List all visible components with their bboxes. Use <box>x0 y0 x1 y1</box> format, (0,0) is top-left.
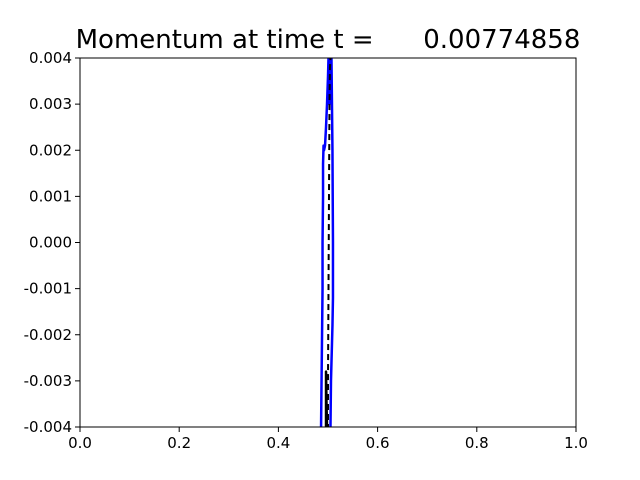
y-tick-label: 0.004 <box>29 49 72 67</box>
series-line-2 <box>324 370 329 427</box>
y-tick-label: -0.004 <box>24 418 72 436</box>
x-tick-label: 0.6 <box>366 434 390 452</box>
x-tick-label: 0.2 <box>167 434 191 452</box>
y-tick-label: -0.001 <box>24 280 72 298</box>
x-tick-label: 1.0 <box>564 434 588 452</box>
y-tick-label: -0.003 <box>24 372 72 390</box>
x-axis: 0.0 0.2 0.4 0.6 0.8 1.0 <box>68 427 588 452</box>
y-tick-label: -0.002 <box>24 326 72 344</box>
x-tick-label: 0.4 <box>266 434 290 452</box>
x-tick-label: 0.0 <box>68 434 92 452</box>
y-tick-label: 0.001 <box>29 187 72 205</box>
series-line-3 <box>327 58 332 427</box>
series-layer <box>319 58 335 427</box>
series-line-1 <box>319 58 335 427</box>
y-tick-label: 0.000 <box>29 234 72 252</box>
y-tick-label: 0.002 <box>29 141 72 159</box>
x-tick-label: 0.8 <box>465 434 489 452</box>
y-axis: 0.004 0.003 0.002 0.001 0.000 -0.001 -0.002 -0.… <box>24 49 80 436</box>
y-tick-label: 0.003 <box>29 95 72 113</box>
chart-title: Momentum at time t = 0.00774858 <box>76 25 581 55</box>
